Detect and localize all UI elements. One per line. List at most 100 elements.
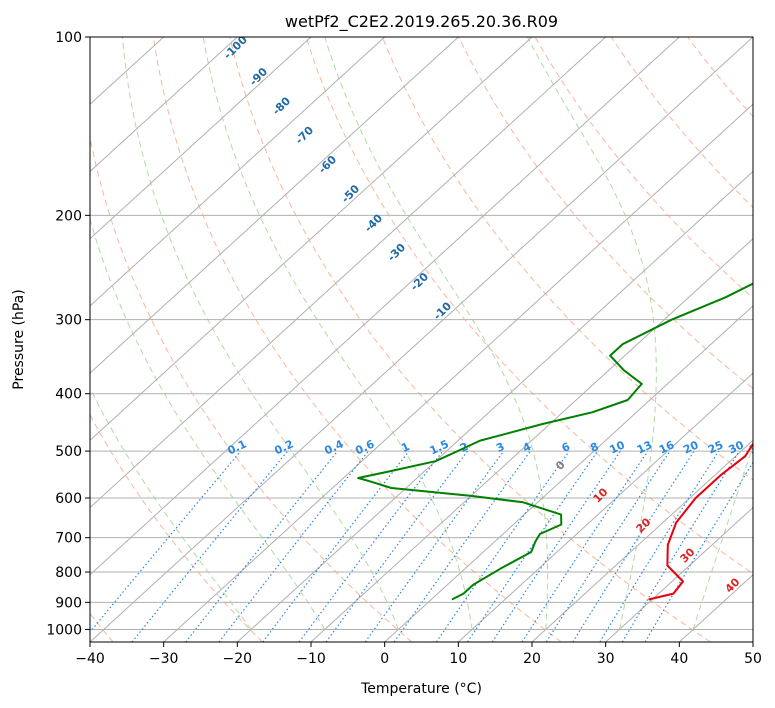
mixing-ratio-label: 0.1 <box>225 437 248 457</box>
isotherm-line <box>90 37 533 442</box>
mixing-ratio-line <box>621 450 740 642</box>
isotherms <box>90 37 753 642</box>
mixing-ratio-label: 0.2 <box>272 437 295 457</box>
x-tick-label: 20 <box>523 651 541 667</box>
profile-series <box>357 282 753 601</box>
y-axis-label: Pressure (hPa) <box>11 289 27 389</box>
mixing-ratio-line <box>521 450 649 642</box>
isotherm-label: -20 <box>408 270 431 293</box>
y-tick-label: 300 <box>55 313 82 329</box>
isotherm-line <box>90 37 459 374</box>
y-tick-label: 600 <box>55 491 82 507</box>
mixing-ratio-label: 1 <box>399 440 411 455</box>
mixing-ratio-label: 1.5 <box>428 437 451 457</box>
isotherm-label: 10 <box>591 485 611 505</box>
mixing-ratio-label: 20 <box>681 438 701 456</box>
temperature-line <box>648 442 753 601</box>
y-tick-label: 800 <box>55 565 82 581</box>
dry-adiabat <box>687 37 753 118</box>
x-tick-label: 10 <box>449 651 467 667</box>
pressure-gridlines <box>90 37 753 630</box>
y-tick-label: 500 <box>55 444 82 460</box>
y-tick-label: 200 <box>55 208 82 224</box>
mixing-ratio-line <box>466 450 599 642</box>
moist-adiabat <box>324 37 549 630</box>
y-tick-label: 400 <box>55 387 82 403</box>
isotherm-line <box>531 439 753 642</box>
isotherm-line <box>310 237 753 642</box>
y-tick-label: 700 <box>55 531 82 547</box>
mixing-ratio-line <box>545 450 671 642</box>
mixing-ratio-label: 25 <box>706 438 725 456</box>
mixing-ratio-lines <box>90 450 753 642</box>
isotherm-line <box>457 372 753 642</box>
isotherm-label: -70 <box>293 124 316 147</box>
x-axis-ticks: −40 −30 −20 −10 0 10 20 30 40 50 <box>75 642 762 667</box>
dry-adiabat <box>90 413 263 642</box>
dewpoint-line <box>357 282 753 601</box>
mixing-ratio-line <box>90 450 242 633</box>
isotherm-label: 30 <box>678 545 698 565</box>
y-tick-label: 1000 <box>46 622 82 638</box>
y-tick-label: 100 <box>55 30 82 46</box>
isotherm-label: 40 <box>723 575 743 595</box>
isotherm-line <box>752 641 753 642</box>
moist-adiabat <box>90 217 326 630</box>
x-axis-label: Temperature (°C) <box>360 681 482 697</box>
isotherm-line <box>90 37 238 173</box>
dry-adiabat <box>153 37 562 642</box>
isotherm-line <box>605 506 753 642</box>
isotherm-label: 20 <box>634 515 654 535</box>
mixing-ratio-line <box>491 450 621 642</box>
dry-adiabats <box>90 37 753 642</box>
mixing-ratio-label: 3 <box>494 440 506 455</box>
dry-adiabat <box>305 37 753 575</box>
moist-adiabat <box>202 37 473 630</box>
mixing-ratio-line <box>218 450 369 642</box>
mixing-ratio-line <box>262 450 410 642</box>
mixing-ratio-line <box>131 450 289 642</box>
y-tick-label: 900 <box>55 595 82 611</box>
isotherm-line <box>90 37 753 642</box>
x-tick-label: 30 <box>597 651 615 667</box>
mixing-ratio-line <box>325 450 468 642</box>
moist-adiabat <box>692 444 753 630</box>
dry-adiabat <box>534 37 753 299</box>
dry-adiabat <box>90 134 413 642</box>
mixing-ratio-label: 8 <box>588 440 600 455</box>
chart-title: wetPf2_C2E2.2019.265.20.36.R09 <box>285 12 558 32</box>
mixing-ratio-line <box>393 450 531 642</box>
isotherm-label: -30 <box>385 241 408 264</box>
dry-adiabat <box>229 37 711 642</box>
y-axis-ticks: 100 200 300 400 500 600 700 800 900 1000 <box>46 30 90 638</box>
mixing-ratio-line <box>364 450 505 642</box>
isotherm-line <box>90 37 680 576</box>
isotherm-label: -50 <box>339 182 362 205</box>
x-tick-label: 50 <box>744 651 762 667</box>
x-tick-label: 40 <box>670 651 688 667</box>
isotherm-line <box>90 37 386 307</box>
mixing-ratio-line <box>185 450 339 642</box>
mixing-ratio-label: 13 <box>635 438 654 456</box>
isotherm-line <box>236 170 753 642</box>
x-tick-label: −10 <box>296 651 326 667</box>
moist-adiabat <box>527 37 657 630</box>
isotherm-line <box>163 103 753 642</box>
plot-area: -100-90-80-70-60-50-40-30-20-10010203040… <box>90 37 753 642</box>
mixing-ratio-label: 16 <box>657 438 677 456</box>
isotherm-label: -80 <box>270 94 293 117</box>
isotherm-label: -60 <box>316 153 339 176</box>
x-tick-label: −20 <box>223 651 253 667</box>
mixing-ratio-label: 0.6 <box>353 437 376 457</box>
mixing-ratio-label: 30 <box>727 438 747 456</box>
dry-adiabat <box>381 37 753 481</box>
isotherm-label: -90 <box>247 65 270 88</box>
x-tick-label: −40 <box>75 651 105 667</box>
mixing-ratio-line <box>644 461 753 642</box>
mixing-ratio-line <box>298 450 444 642</box>
moist-adiabat <box>121 37 399 630</box>
moist-adiabat <box>90 387 252 630</box>
mixing-ratio-label: 6 <box>560 440 573 455</box>
mixing-ratio-line <box>599 450 720 642</box>
